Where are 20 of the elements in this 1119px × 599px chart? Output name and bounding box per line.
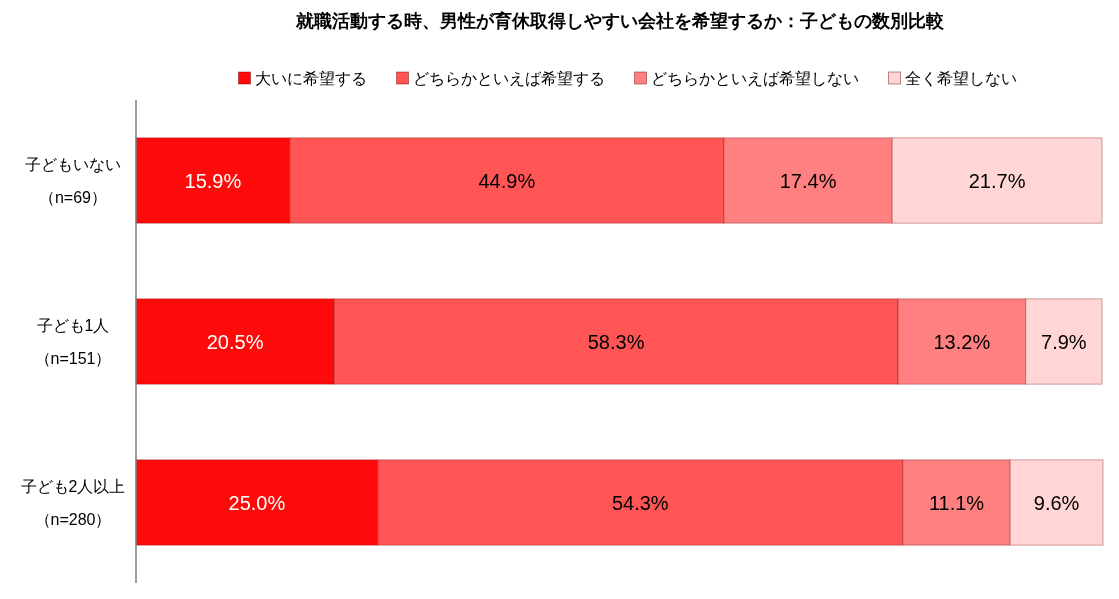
data-label: 25.0% (228, 491, 286, 514)
data-label: 20.5% (206, 330, 264, 353)
chart-title: 就職活動する時、男性が育休取得しやすい会社を希望するか：子どもの数別比較 (294, 10, 945, 31)
legend-label: 大いに希望する (254, 70, 367, 87)
legend-label: どちらかといえば希望しない (650, 70, 859, 87)
y-tick-label: 子どもいない（n=69） (25, 156, 121, 206)
legend-label: どちらかといえば希望する (412, 70, 605, 87)
data-label: 9.6% (1033, 491, 1080, 514)
data-label: 58.3% (587, 330, 645, 353)
legend-label: 全く希望しない (904, 70, 1017, 87)
data-label: 44.9% (478, 169, 536, 192)
data-label: 21.7% (968, 169, 1026, 192)
data-label: 54.3% (611, 491, 669, 514)
y-tick-label: 子ども1人（n=151） (34, 317, 112, 367)
data-label: 17.4% (779, 169, 837, 192)
data-label: 15.9% (184, 169, 242, 192)
y-tick-label: 子ども2人以上（n=280） (20, 478, 126, 528)
data-label: 7.9% (1041, 330, 1087, 353)
data-label: 13.2% (933, 330, 991, 353)
data-label: 11.1% (928, 491, 985, 514)
